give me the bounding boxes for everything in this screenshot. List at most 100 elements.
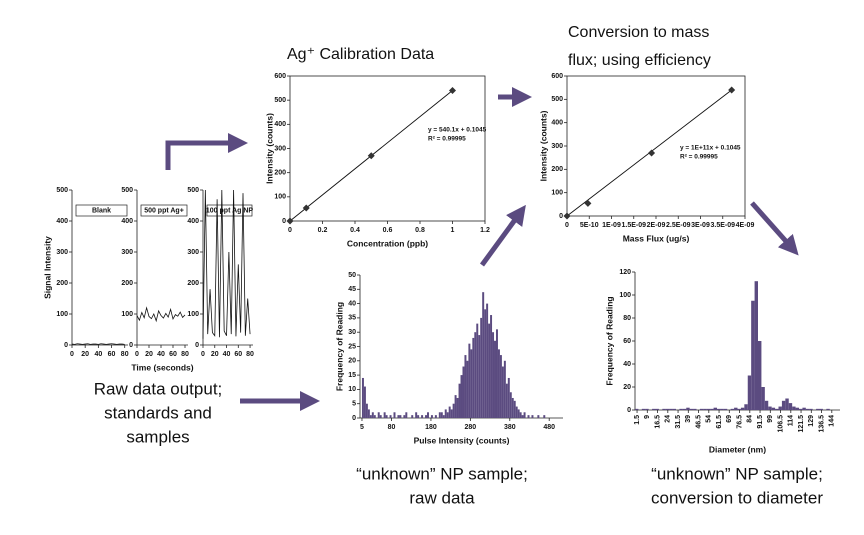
y-tick-label: 500 xyxy=(187,187,199,194)
data-point xyxy=(286,217,294,225)
histogram-bar xyxy=(515,406,518,418)
y-tick-label: 25 xyxy=(348,343,356,350)
panel-label-box xyxy=(75,204,128,217)
histogram-bar xyxy=(737,408,741,410)
histogram-bar xyxy=(501,366,504,418)
x-tick-label: 31.5 xyxy=(675,415,682,429)
signal-line xyxy=(202,189,251,339)
histogram-bar xyxy=(444,409,447,418)
histogram-bar xyxy=(816,408,820,410)
histogram-bar xyxy=(720,408,724,410)
y-tick-label: 40 xyxy=(348,300,356,307)
x-tick-label: 380 xyxy=(504,424,516,431)
x-tick-label: 20 xyxy=(145,351,153,358)
x-axis-label: Time (seconds) xyxy=(131,362,193,372)
histogram-bar xyxy=(747,375,752,410)
chart: 0 100 200 300 400 500 600 0 0.2 0.4 0.6 0.8 1 1.2 Conc… xyxy=(264,46,490,248)
histogram-bar xyxy=(682,408,687,410)
arrow xyxy=(479,204,526,267)
histogram-bar xyxy=(768,406,772,410)
histogram-bar xyxy=(531,415,534,418)
histogram-bar xyxy=(669,408,673,410)
y-tick-label: 100 xyxy=(274,194,286,201)
y-tick-label: 500 xyxy=(56,187,68,194)
histogram-bar xyxy=(641,408,646,410)
y-tick-label: 0 xyxy=(64,342,68,349)
x-tick-label: 84 xyxy=(747,415,754,423)
histogram-bar xyxy=(730,408,735,410)
histogram-bar xyxy=(710,408,714,410)
histogram-bar xyxy=(427,412,429,418)
y-tick-label: 0 xyxy=(129,342,133,349)
panel-label-box xyxy=(206,204,253,217)
y-tick-label: 600 xyxy=(551,73,563,80)
data-point xyxy=(302,204,310,212)
y-tick-label: 400 xyxy=(274,121,286,128)
y-tick-label: 40 xyxy=(623,361,631,368)
histogram-bar xyxy=(385,415,388,418)
y-tick-label: 50 xyxy=(348,272,356,279)
x-tick-label: 1.5 xyxy=(634,415,641,425)
histogram-bar xyxy=(758,341,762,410)
histogram-bar xyxy=(771,407,776,410)
chart: 0 20 40 60 80 100 120 1.5 9 16.5 24 31.5 39 46.5 54 61.… xyxy=(604,269,840,454)
histogram-bar xyxy=(361,377,364,418)
histogram-bar xyxy=(393,412,396,418)
data-point xyxy=(367,152,375,160)
x-tick-label: 16.5 xyxy=(654,415,661,429)
y-tick-label: 600 xyxy=(274,73,286,80)
chart: 0 100 200 300 400 500 600 0 5E-10 1E-09 1.5E-09 2E-… xyxy=(538,24,754,243)
histogram-bar xyxy=(421,415,424,418)
histogram-bar xyxy=(482,292,485,418)
histogram-bar xyxy=(405,412,408,418)
x-tick-label: 0 xyxy=(565,222,569,229)
histogram-bar xyxy=(513,400,516,418)
histogram-bar xyxy=(744,404,748,410)
histogram-bar xyxy=(703,408,707,410)
histogram-bar xyxy=(517,409,520,418)
histogram-bar xyxy=(377,412,380,418)
y-axis-label: Frequency of Reading xyxy=(334,302,344,391)
y-tick-label: 60 xyxy=(623,338,631,345)
x-tick-label: 4E-09 xyxy=(736,222,755,229)
histogram-bar xyxy=(468,343,471,418)
y-tick-label: 0 xyxy=(559,213,563,220)
histogram-bar xyxy=(645,408,649,410)
x-tick-label: 106.5 xyxy=(777,415,784,433)
y-tick-label: 15 xyxy=(348,372,356,379)
y-tick-label: 200 xyxy=(56,280,68,287)
histogram-bar xyxy=(511,397,514,418)
histogram-bar xyxy=(764,400,769,410)
y-axis-label: Signal Intensity xyxy=(42,236,52,299)
histogram-bar xyxy=(792,406,796,410)
chart: 0 100 200 300 400 500 0 20 40 60 80 100 ppt Ag NP xyxy=(187,187,254,358)
panel-label: 500 ppt Ag+ xyxy=(144,207,184,214)
y-tick-label: 0 xyxy=(282,218,286,225)
caption: Raw data output; xyxy=(94,379,223,398)
panel-label: Blank xyxy=(92,207,111,214)
histogram-bar xyxy=(826,408,830,410)
x-tick-label: 1.5E-09 xyxy=(621,222,646,229)
x-tick-label: 0.2 xyxy=(318,227,328,234)
chart-title: Ag⁺ Calibration Data xyxy=(287,46,434,63)
histogram-bar xyxy=(652,408,656,410)
histogram-bar xyxy=(365,403,368,418)
annotation: R² = 0.99995 xyxy=(680,154,718,161)
histogram-bar xyxy=(521,415,524,418)
x-tick-label: 0.4 xyxy=(350,227,360,234)
y-tick-label: 30 xyxy=(348,329,356,336)
histogram-bar xyxy=(523,412,526,418)
panel-label: 100 ppt Ag NP xyxy=(206,207,254,214)
x-tick-label: 24 xyxy=(665,415,672,423)
histogram-bar xyxy=(486,303,489,418)
x-tick-label: 60 xyxy=(169,351,177,358)
histogram-bar xyxy=(417,415,420,418)
y-tick-label: 300 xyxy=(56,249,68,256)
histogram-bar xyxy=(785,398,789,410)
x-tick-label: 60 xyxy=(108,351,116,358)
x-tick-label: 40 xyxy=(157,351,165,358)
x-tick-label: 1.2 xyxy=(480,227,490,234)
histogram-bar xyxy=(495,329,498,418)
histogram-bar xyxy=(499,355,502,418)
